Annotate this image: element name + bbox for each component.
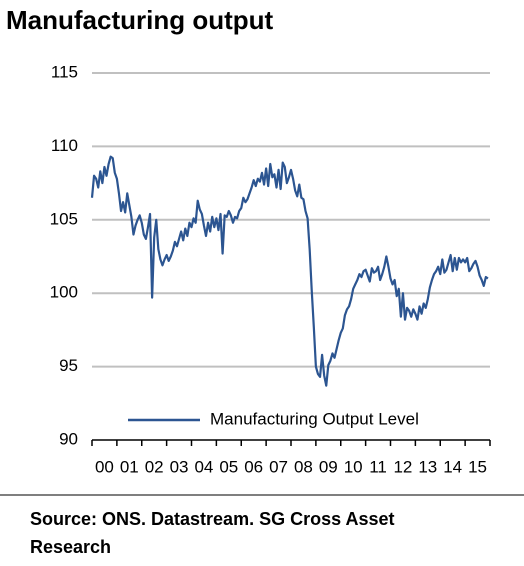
x-tick-label: 05 <box>219 457 238 476</box>
x-tick-label: 09 <box>319 457 338 476</box>
source: Source: ONS. Datastream. SG Cross Asset … <box>30 509 399 557</box>
y-tick-label: 110 <box>51 136 78 155</box>
source-line: Source: ONS. Datastream. SG Cross Asset <box>30 509 394 529</box>
x-tick-label: 10 <box>344 457 363 476</box>
x-tick-label: 04 <box>194 457 213 476</box>
x-tick-label: 07 <box>269 457 288 476</box>
y-tick-label: 105 <box>50 209 78 228</box>
x-tick-label: 00 <box>95 457 114 476</box>
chart-title: Manufacturing output <box>6 5 274 35</box>
x-tick-label: 06 <box>244 457 263 476</box>
x-tick-label: 12 <box>393 457 412 476</box>
y-tick-label: 100 <box>50 283 78 302</box>
x-tick-label: 08 <box>294 457 313 476</box>
y-tick-label: 115 <box>51 62 78 81</box>
x-tick-label: 15 <box>468 457 487 476</box>
x-tick-label: 11 <box>369 457 387 476</box>
x-tick-label: 03 <box>170 457 189 476</box>
x-tick-label: 01 <box>120 457 139 476</box>
y-tick-label: 95 <box>59 356 78 375</box>
legend-label: Manufacturing Output Level <box>210 409 419 428</box>
x-tick-label: 02 <box>145 457 164 476</box>
series-line <box>90 155 489 387</box>
y-tick-label: 90 <box>59 429 78 448</box>
x-tick-label: 13 <box>418 457 437 476</box>
x-tick-label: 14 <box>443 457 462 476</box>
source-line: Research <box>30 537 111 557</box>
